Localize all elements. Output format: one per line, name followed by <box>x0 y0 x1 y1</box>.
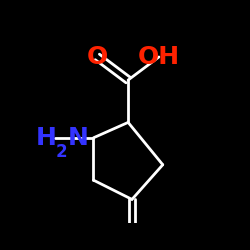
Text: OH: OH <box>138 45 180 69</box>
Text: H: H <box>36 126 57 150</box>
Text: N: N <box>68 126 88 150</box>
Text: 2: 2 <box>56 142 68 160</box>
Text: O: O <box>87 45 108 69</box>
